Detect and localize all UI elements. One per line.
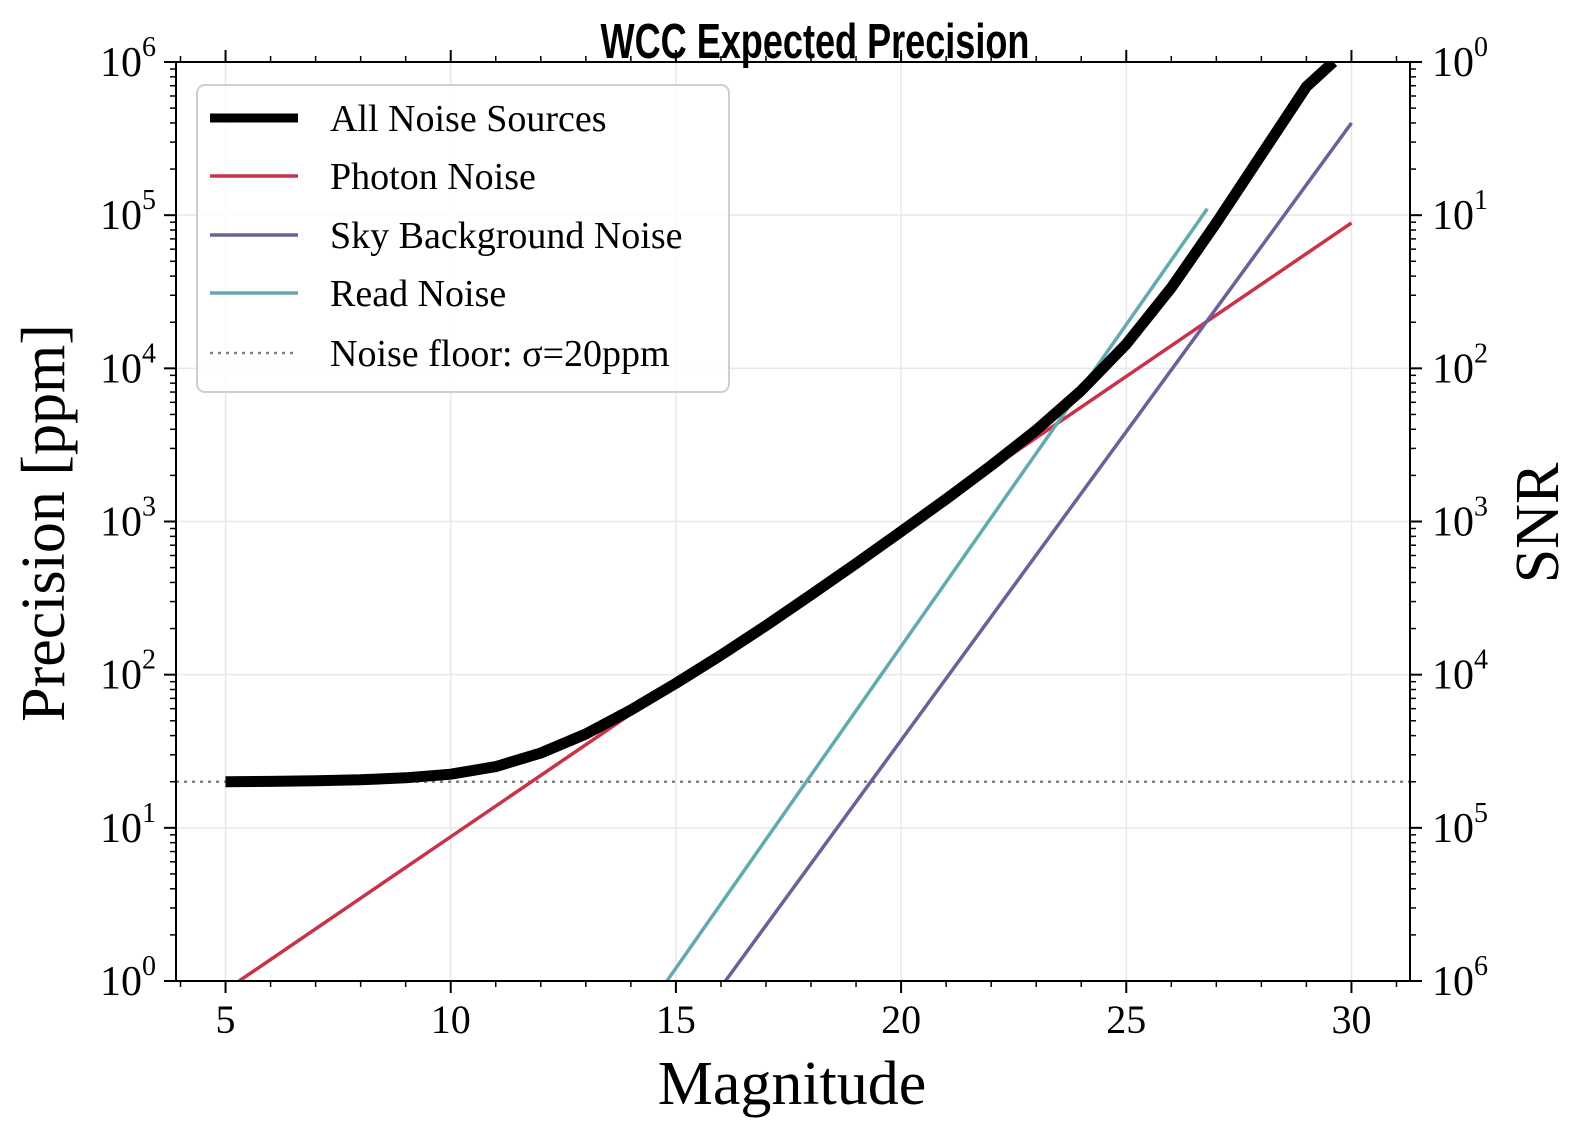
legend-label: Read Noise — [330, 273, 506, 315]
x-tick-label: 15 — [656, 997, 696, 1042]
series-line-all-noise-sources — [225, 62, 1338, 788]
y2-tick-exponent: 6 — [1474, 951, 1488, 982]
y2-tick-base: 10 — [1432, 500, 1474, 546]
y-tick-exponent: 6 — [142, 32, 156, 63]
y-tick-label: 106 — [100, 32, 156, 86]
y-tick-exponent: 1 — [142, 798, 156, 829]
y2-tick-label: 101 — [1432, 185, 1488, 239]
y-tick-base: 10 — [100, 40, 142, 86]
y-tick-base: 10 — [100, 653, 142, 699]
x-tick-label: 20 — [881, 997, 921, 1042]
y2-axis-label: SNR — [1504, 462, 1572, 583]
legend-label: Photon Noise — [330, 156, 536, 198]
series-layer — [176, 62, 1410, 981]
x-tick-label: 25 — [1106, 997, 1146, 1042]
y-tick-base: 10 — [100, 500, 142, 546]
legend: All Noise Sources Photon Noise Sky Backgro… — [196, 84, 730, 393]
y2-tick-exponent: 3 — [1474, 492, 1488, 523]
legend-label: Sky Background Noise — [330, 215, 683, 257]
y-tick-label: 101 — [100, 798, 156, 852]
chart-title: WCC Expected Precision — [601, 15, 1030, 70]
x-axis-label: Magnitude — [658, 1050, 927, 1118]
y-tick-exponent: 4 — [142, 338, 156, 369]
y-axis-label: Precision [ppm] — [10, 324, 78, 722]
y2-tick-exponent: 1 — [1474, 185, 1488, 216]
y-tick-label: 103 — [100, 492, 156, 546]
y2-tick-label: 100 — [1432, 32, 1488, 86]
y-tick-base: 10 — [100, 346, 142, 392]
y-tick-label: 100 — [100, 951, 156, 1005]
y2-tick-label: 103 — [1432, 492, 1488, 546]
y-tick-exponent: 2 — [142, 645, 156, 676]
y2-tick-label: 106 — [1432, 951, 1488, 1005]
legend-label: Noise floor: σ=20ppm — [330, 333, 670, 375]
y2-tick-exponent: 4 — [1474, 645, 1488, 676]
y-tick-base: 10 — [100, 959, 142, 1005]
x-tick-label: 5 — [216, 997, 236, 1042]
y-tick-base: 10 — [100, 806, 142, 852]
x-tick-label: 10 — [431, 997, 471, 1042]
legend-box — [196, 84, 730, 393]
series-line-sky-background-noise — [723, 121, 1353, 981]
y2-tick-base: 10 — [1432, 346, 1474, 392]
y-tick-label: 102 — [100, 645, 156, 699]
y2-tick-exponent: 2 — [1474, 338, 1488, 369]
y2-tick-exponent: 0 — [1474, 32, 1488, 63]
legend-label: All Noise Sources — [330, 98, 607, 140]
y-tick-exponent: 0 — [142, 951, 156, 982]
y2-tick-label: 105 — [1432, 798, 1488, 852]
y2-tick-label: 102 — [1432, 338, 1488, 392]
x-tick-label: 30 — [1331, 997, 1371, 1042]
y2-tick-exponent: 5 — [1474, 798, 1488, 829]
y-tick-exponent: 3 — [142, 492, 156, 523]
y2-tick-base: 10 — [1432, 806, 1474, 852]
y2-tick-base: 10 — [1432, 40, 1474, 86]
y2-tick-base: 10 — [1432, 653, 1474, 699]
y2-tick-base: 10 — [1432, 959, 1474, 1005]
y-tick-exponent: 5 — [142, 185, 156, 216]
y2-tick-base: 10 — [1432, 193, 1474, 239]
series-line-read-noise — [665, 207, 1209, 981]
y-tick-base: 10 — [100, 193, 142, 239]
y-tick-label: 105 — [100, 185, 156, 239]
y2-tick-label: 104 — [1432, 645, 1488, 699]
y-tick-label: 104 — [100, 338, 156, 392]
